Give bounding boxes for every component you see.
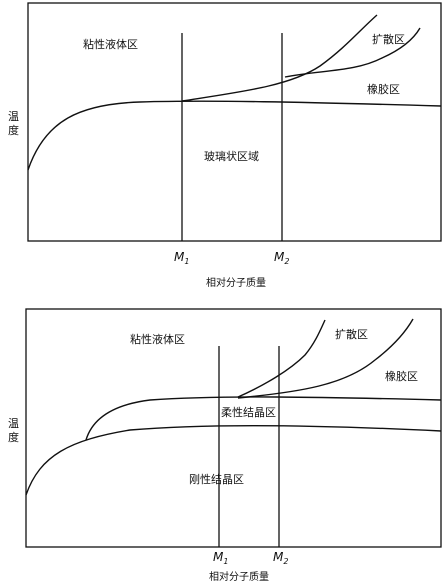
diagram-2-frame (25, 308, 442, 548)
diagram-2-xlabel: 相对分子质量 (209, 570, 269, 583)
diagram-2-ylabel-char-1: 温 (8, 417, 19, 430)
diagram-1-viscous-label: 粘性液体区 (83, 37, 138, 51)
diagram-2-diffusion-label: 扩散区 (335, 327, 368, 341)
diagram-2-ylabel-char-2: 度 (8, 430, 19, 444)
diagram-2-diffusion-boundary (237, 318, 414, 399)
diagram-2-flexible-crystal-label: 柔性结晶区 (221, 405, 276, 419)
diagram-1-ylabel-char-1: 温 (8, 110, 19, 123)
diagram-2-crystallization-curve (85, 396, 442, 441)
diagram-2-m1-label: M1 (213, 550, 228, 566)
diagram-1-frame (27, 2, 442, 242)
diagram-1-glass-label: 玻璃状区域 (204, 149, 259, 163)
diagram-2-rubber-label: 橡胶区 (385, 369, 418, 383)
diagram-1: 粘性液体区 扩散区 橡胶区 玻璃状区域 温 度 M1 M2 相对分子质量 (8, 2, 442, 289)
diagram-2-flow-curve (237, 319, 326, 398)
diagram-1-ylabel-char-2: 度 (8, 123, 19, 137)
diagram-2-rigid-crystal-label: 刚性结晶区 (189, 472, 244, 486)
diagram-1-glass-transition-curve (27, 100, 442, 171)
diagram-1-diffusion-boundary (284, 27, 421, 78)
diagram-2-m2-label: M2 (273, 550, 288, 566)
diagram-1-xlabel: 相对分子质量 (206, 276, 266, 289)
diagram-1-m1-label: M1 (174, 250, 189, 266)
diagram-2-viscous-label: 粘性液体区 (130, 332, 185, 346)
diagram-2: 粘性液体区 扩散区 橡胶区 柔性结晶区 刚性结晶区 温 度 M1 M2 相对分子… (8, 308, 442, 583)
diagram-2-glass-transition-curve (25, 424, 442, 496)
diagram-1-rubber-label: 橡胶区 (367, 82, 400, 96)
diagram-1-flow-curve (181, 14, 378, 102)
diagram-1-m2-label: M2 (274, 250, 289, 266)
diagram-1-diffusion-label: 扩散区 (372, 32, 405, 46)
